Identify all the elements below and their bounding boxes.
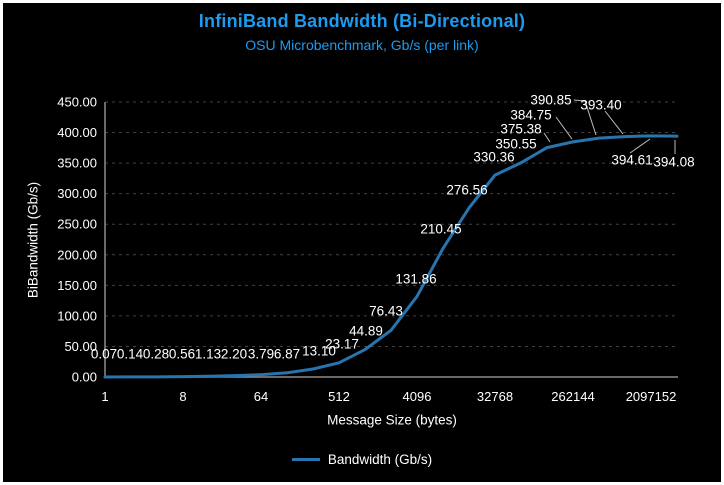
data-label: 44.89 bbox=[349, 324, 383, 339]
data-label: 276.56 bbox=[446, 183, 487, 198]
chart-title: InfiniBand Bandwidth (Bi-Directional) bbox=[198, 11, 526, 31]
chart-subtitle: OSU Microbenchmark, Gb/s (per link) bbox=[245, 37, 479, 53]
data-label: 384.75 bbox=[510, 108, 551, 123]
leader-line bbox=[573, 99, 597, 136]
chart-background: InfiniBand Bandwidth (Bi-Directional) OS… bbox=[3, 3, 721, 482]
x-axis-title: Message Size (bytes) bbox=[327, 412, 457, 428]
data-label: 2.20 bbox=[221, 347, 247, 362]
data-label: 375.38 bbox=[500, 122, 541, 137]
data-label: 6.87 bbox=[274, 347, 300, 362]
leader-line bbox=[555, 116, 573, 140]
x-tick-label: 512 bbox=[328, 389, 350, 404]
x-tick-label: 4096 bbox=[403, 389, 432, 404]
data-label: 3.79 bbox=[248, 347, 274, 362]
y-tick-label: 450.00 bbox=[57, 95, 97, 110]
data-label: 394.61 bbox=[611, 153, 652, 168]
y-tick-label: 150.00 bbox=[57, 278, 97, 293]
y-tick-label: 300.00 bbox=[57, 186, 97, 201]
x-tick-label: 262144 bbox=[551, 389, 594, 404]
data-label: 13.10 bbox=[302, 344, 336, 359]
x-tick-label: 1 bbox=[101, 389, 108, 404]
leader-line bbox=[604, 110, 624, 135]
leader-line bbox=[629, 138, 651, 154]
data-label: 330.36 bbox=[473, 150, 514, 165]
data-label: 210.45 bbox=[420, 222, 461, 237]
y-tick-label: 0.00 bbox=[72, 370, 97, 385]
data-label: 393.40 bbox=[580, 98, 621, 113]
x-tick-label: 64 bbox=[254, 389, 268, 404]
y-tick-label: 100.00 bbox=[57, 308, 97, 323]
x-tick-label: 2097152 bbox=[626, 389, 677, 404]
data-label: 1.13 bbox=[195, 347, 221, 362]
legend-line-swatch bbox=[291, 457, 320, 461]
y-tick-label: 400.00 bbox=[57, 125, 97, 140]
data-label: 131.86 bbox=[395, 272, 436, 287]
y-tick-label: 50.00 bbox=[64, 339, 97, 354]
x-tick-label: 8 bbox=[179, 389, 186, 404]
data-label: 76.43 bbox=[369, 304, 403, 319]
data-label: 0.56 bbox=[169, 347, 195, 362]
data-label: 394.08 bbox=[653, 155, 694, 170]
legend-label: Bandwidth (Gb/s) bbox=[327, 451, 433, 467]
data-label: 0.28 bbox=[143, 347, 169, 362]
y-tick-label: 250.00 bbox=[57, 217, 97, 232]
y-axis-title: BiBandwidth (Gb/s) bbox=[25, 181, 41, 299]
leader-line bbox=[543, 132, 551, 143]
bandwidth-line bbox=[103, 134, 679, 379]
data-label: 350.55 bbox=[495, 137, 536, 152]
x-tick-label: 32768 bbox=[477, 389, 513, 404]
data-label: 390.85 bbox=[530, 93, 571, 108]
data-label: 0.14 bbox=[117, 347, 144, 362]
legend: Bandwidth (Gb/s) bbox=[3, 449, 721, 469]
chart-plot-area: 0.00 50.00 100.00 150.00 200.00 250.00 300.00 3… bbox=[57, 93, 694, 405]
y-tick-label: 350.00 bbox=[57, 156, 97, 171]
y-tick-label: 200.00 bbox=[57, 247, 97, 262]
data-label: 23.17 bbox=[325, 337, 359, 352]
data-label: 0.07 bbox=[91, 347, 117, 362]
